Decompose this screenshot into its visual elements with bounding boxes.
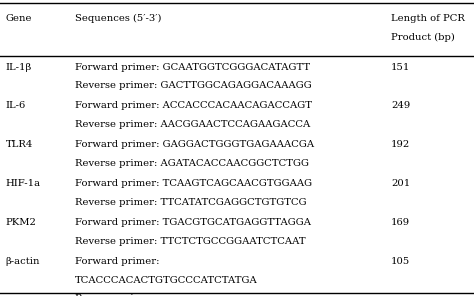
Text: β-actin: β-actin xyxy=(6,257,40,266)
Text: Reverse primer: AACGGAACTCCAGAAGACCA: Reverse primer: AACGGAACTCCAGAAGACCA xyxy=(75,120,310,129)
Text: 201: 201 xyxy=(391,179,410,188)
Text: Reverse primer: GACTTGGCAGAGGACAAAGG: Reverse primer: GACTTGGCAGAGGACAAAGG xyxy=(75,81,311,90)
Text: Length of PCR: Length of PCR xyxy=(391,14,465,23)
Text: PKM2: PKM2 xyxy=(6,218,36,227)
Text: Reverse primer: TTCTCTGCCGGAATCTCAAT: Reverse primer: TTCTCTGCCGGAATCTCAAT xyxy=(75,237,306,246)
Text: Gene: Gene xyxy=(6,14,32,23)
Text: Forward primer: GCAATGGTCGGGACATAGTT: Forward primer: GCAATGGTCGGGACATAGTT xyxy=(75,62,310,72)
Text: Forward primer:: Forward primer: xyxy=(75,257,159,266)
Text: IL-1β: IL-1β xyxy=(6,62,32,72)
Text: TLR4: TLR4 xyxy=(6,140,33,149)
Text: 151: 151 xyxy=(391,62,410,72)
Text: 249: 249 xyxy=(391,102,410,110)
Text: 169: 169 xyxy=(391,218,410,227)
Text: TCACCCACACTGTGCCCATCTATGA: TCACCCACACTGTGCCCATCTATGA xyxy=(75,276,258,285)
Text: Forward primer: ACCACCCACAACAGACCAGT: Forward primer: ACCACCCACAACAGACCAGT xyxy=(75,102,312,110)
Text: Reverse primer: TTCATATCGAGGCTGTGTCG: Reverse primer: TTCATATCGAGGCTGTGTCG xyxy=(75,198,307,207)
Text: Product (bp): Product (bp) xyxy=(391,33,455,42)
Text: IL-6: IL-6 xyxy=(6,102,26,110)
Text: 192: 192 xyxy=(391,140,410,149)
Text: Reverse primer:: Reverse primer: xyxy=(75,295,157,296)
Text: Forward primer: TCAAGTCAGCAACGTGGAAG: Forward primer: TCAAGTCAGCAACGTGGAAG xyxy=(75,179,312,188)
Text: Reverse primer: AGATACACCAACGGCTCTGG: Reverse primer: AGATACACCAACGGCTCTGG xyxy=(75,159,309,168)
Text: Forward primer: GAGGACTGGGTGAGAAACGA: Forward primer: GAGGACTGGGTGAGAAACGA xyxy=(75,140,314,149)
Text: Sequences (5′-3′): Sequences (5′-3′) xyxy=(75,14,161,23)
Text: 105: 105 xyxy=(391,257,410,266)
Text: Forward primer: TGACGTGCATGAGGTTAGGA: Forward primer: TGACGTGCATGAGGTTAGGA xyxy=(75,218,311,227)
Text: HIF-1a: HIF-1a xyxy=(6,179,41,188)
